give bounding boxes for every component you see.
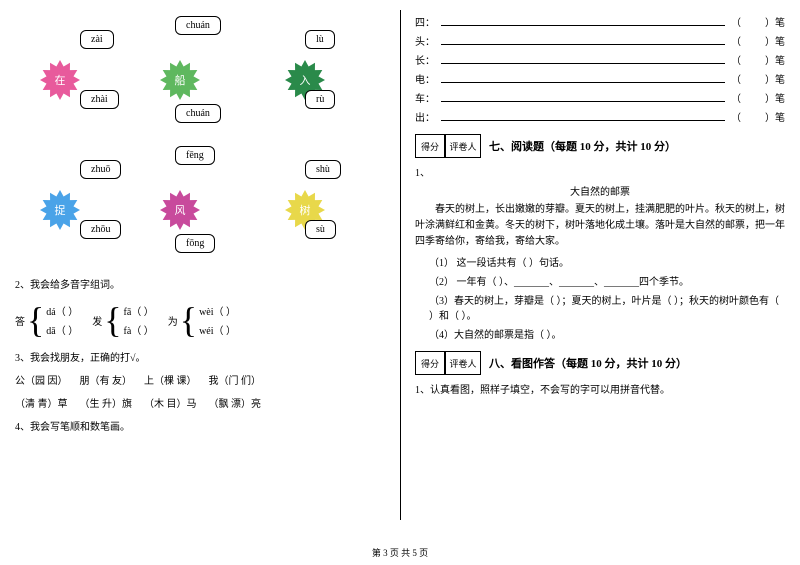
left-column: 在船入zàizhàichuánchuánlùrù 捉风树zhuōzhōufēng… xyxy=(0,0,400,530)
reading-a: wèi（ ） xyxy=(199,303,236,318)
brace-icon: { xyxy=(180,311,197,329)
pinyin-diagram-2: 捉风树zhuōzhōufēngfōngshùsù xyxy=(15,140,385,270)
pinyin-box: lù xyxy=(305,30,335,49)
column-divider xyxy=(400,10,401,520)
passage-title: 大自然的邮票 xyxy=(415,183,785,198)
stroke-suffix: ）笔 xyxy=(765,52,785,67)
s7-q3: （3）春天的树上，芽瓣是（ ）；夏天的树上，叶片是（ ）；秋天的树叶颜色有（ ）… xyxy=(429,292,785,322)
stroke-paren-open: （ xyxy=(731,109,741,124)
s7-q2: （2） 一年有（ ）、_______、_______、_______四个季节。 xyxy=(429,273,785,288)
stroke-suffix: ）笔 xyxy=(765,90,785,105)
q4-title: 4、我会写笔顺和数笔画。 xyxy=(15,418,385,433)
stroke-paren-open: （ xyxy=(731,14,741,29)
pinyin-box: zài xyxy=(80,30,114,49)
q3-row1: 公（园 因） 朋（有 友） 上（棵 课） 我（门 们） xyxy=(15,372,385,387)
stroke-blank[interactable] xyxy=(441,33,725,45)
s7-q4: （4）大自然的邮票是指（ ）。 xyxy=(429,326,785,341)
grader-cell: 评卷人 xyxy=(445,134,481,158)
q7-num: 1、 xyxy=(415,164,785,179)
stroke-line: 电： （ ）笔 xyxy=(415,71,785,86)
q2-title: 2、我会给多音字组词。 xyxy=(15,276,385,291)
pinyin-box: chuán xyxy=(175,104,221,123)
pinyin-box: chuán xyxy=(175,16,221,35)
stroke-paren-open: （ xyxy=(731,33,741,48)
stroke-suffix: ）笔 xyxy=(765,109,785,124)
score-cell: 得分 xyxy=(415,134,445,158)
stroke-line: 车： （ ）笔 xyxy=(415,90,785,105)
choice-pair: 我（门 们） xyxy=(209,376,262,387)
pinyin-box: shù xyxy=(305,160,341,179)
reading-b: wéi（ ） xyxy=(199,322,236,337)
choice-pair: （生 升）旗 xyxy=(80,399,133,410)
reading-a: dá（ ） xyxy=(46,303,78,318)
stroke-blank[interactable] xyxy=(441,109,725,121)
section-7-title: 七、阅读题（每题 10 分，共计 10 分） xyxy=(489,138,676,154)
stroke-char: 头： xyxy=(415,33,435,48)
reading-b: dā（ ） xyxy=(46,322,78,337)
pinyin-box: sù xyxy=(305,220,336,239)
pinyin-box: zhài xyxy=(80,90,119,109)
choice-pair: 公（园 因） xyxy=(15,376,68,387)
polyphone-char: 答 xyxy=(15,313,25,328)
right-column: 四：（）笔头：（）笔长：（）笔电：（）笔车：（）笔出：（）笔 得分 评卷人 七、… xyxy=(400,0,800,530)
stroke-char: 四： xyxy=(415,14,435,29)
choice-pair: （木 目）马 xyxy=(144,399,197,410)
pinyin-box: fēng xyxy=(175,146,215,165)
stroke-line: 长： （ ）笔 xyxy=(415,52,785,67)
stroke-suffix: ）笔 xyxy=(765,33,785,48)
stroke-char: 电： xyxy=(415,71,435,86)
passage-text: 春天的树上，长出嫩嫩的芽瓣。夏天的树上，挂满肥肥的叶片。秋天的树上，树叶涂满鲜红… xyxy=(415,202,785,250)
stroke-line: 出： （ ）笔 xyxy=(415,109,785,124)
brace-icon: { xyxy=(27,311,44,329)
reading-b: fà（ ） xyxy=(124,322,154,337)
star-char: 风 xyxy=(160,190,200,230)
stroke-blank[interactable] xyxy=(441,52,725,64)
page-footer: 第 3 页 共 5 页 xyxy=(0,546,800,559)
polyphone-char: 为 xyxy=(168,313,178,328)
pinyin-diagram-1: 在船入zàizhàichuánchuánlùrù xyxy=(15,10,385,140)
stroke-char: 长： xyxy=(415,52,435,67)
star-char: 捉 xyxy=(40,190,80,230)
pinyin-box: zhuō xyxy=(80,160,121,179)
stroke-paren-open: （ xyxy=(731,71,741,86)
pinyin-box: zhōu xyxy=(80,220,121,239)
stroke-suffix: ）笔 xyxy=(765,14,785,29)
choice-pair: 上（棵 课） xyxy=(144,376,197,387)
reading-a: fā（ ） xyxy=(124,303,154,318)
polyphone-char: 发 xyxy=(92,313,102,328)
q3-row2: （清 青）草 （生 升）旗 （木 目）马 （飘 漂）亮 xyxy=(15,395,385,410)
score-cell: 得分 xyxy=(415,351,445,375)
pinyin-box: rù xyxy=(305,90,335,109)
section-8-header: 得分 评卷人 八、看图作答（每题 10 分，共计 10 分） xyxy=(415,351,785,375)
star-char: 船 xyxy=(160,60,200,100)
stroke-blank[interactable] xyxy=(441,71,725,83)
s7-q1: （1） 这一段话共有（ ）句话。 xyxy=(429,254,785,269)
choice-pair: 朋（有 友） xyxy=(80,376,133,387)
stroke-line: 头： （ ）笔 xyxy=(415,33,785,48)
stroke-suffix: ）笔 xyxy=(765,71,785,86)
q3-title: 3、我会找朋友，正确的打√。 xyxy=(15,349,385,364)
brace-icon: { xyxy=(104,311,121,329)
choice-pair: （飘 漂）亮 xyxy=(209,399,262,410)
q8-line: 1、认真看图，照样子填空，不会写的字可以用拼音代替。 xyxy=(415,381,785,396)
q2-polyphone-row: 答{dá（ ）dā（ ）发{fā（ ）fà（ ）为{wèi（ ）wéi（ ） xyxy=(15,299,385,341)
section-8-title: 八、看图作答（每题 10 分，共计 10 分） xyxy=(489,355,687,371)
stroke-blank[interactable] xyxy=(441,14,725,26)
section-7-header: 得分 评卷人 七、阅读题（每题 10 分，共计 10 分） xyxy=(415,134,785,158)
stroke-paren-open: （ xyxy=(731,90,741,105)
grader-cell: 评卷人 xyxy=(445,351,481,375)
stroke-char: 出： xyxy=(415,109,435,124)
stroke-line: 四： （ ）笔 xyxy=(415,14,785,29)
stroke-char: 车： xyxy=(415,90,435,105)
choice-pair: （清 青）草 xyxy=(15,399,68,410)
star-char: 在 xyxy=(40,60,80,100)
stroke-count-list: 四：（）笔头：（）笔长：（）笔电：（）笔车：（）笔出：（）笔 xyxy=(415,14,785,124)
stroke-blank[interactable] xyxy=(441,90,725,102)
pinyin-box: fōng xyxy=(175,234,215,253)
stroke-paren-open: （ xyxy=(731,52,741,67)
